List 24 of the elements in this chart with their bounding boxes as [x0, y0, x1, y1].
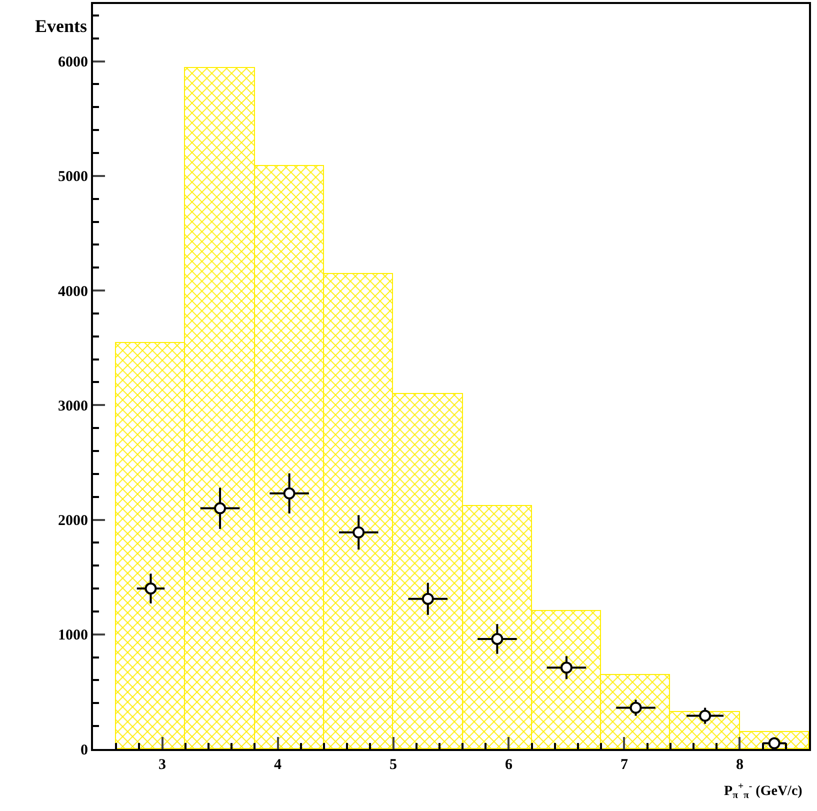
point [283, 487, 296, 500]
y-tick-label: 5000 [58, 169, 88, 186]
point [560, 662, 572, 674]
x-tick-label: 4 [274, 757, 282, 773]
x-tick-label: 3 [158, 757, 166, 773]
y-tick-label: 6000 [58, 54, 88, 71]
y-tick-label: 3000 [58, 398, 88, 414]
x-tick-label: 6 [504, 757, 513, 773]
point [699, 710, 712, 722]
y-tick-label: 1000 [58, 628, 88, 644]
y-tick-label: 4000 [58, 284, 88, 300]
point [144, 582, 157, 595]
point [214, 502, 226, 514]
y-tick-label: 0 [80, 742, 88, 758]
point [768, 737, 780, 750]
point [491, 632, 504, 645]
y-tick-label: 2000 [58, 513, 88, 530]
point [630, 702, 642, 714]
point [352, 526, 365, 538]
y-axis-title: Events [35, 16, 88, 36]
point [422, 592, 434, 605]
x-tick-label: 5 [390, 757, 398, 773]
x-tick-label: 7 [620, 757, 628, 773]
x-tick-label: 8 [736, 757, 744, 773]
